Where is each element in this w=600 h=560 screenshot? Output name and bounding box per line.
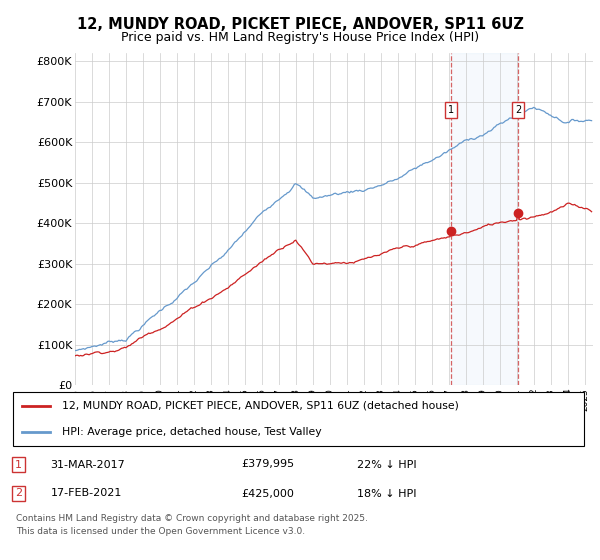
Text: 17-FEB-2021: 17-FEB-2021 (50, 488, 122, 498)
Text: 2: 2 (515, 105, 521, 115)
Text: HPI: Average price, detached house, Test Valley: HPI: Average price, detached house, Test… (62, 427, 322, 437)
Text: 1: 1 (448, 105, 455, 115)
Text: 31-MAR-2017: 31-MAR-2017 (50, 460, 125, 469)
Text: 2: 2 (15, 488, 22, 498)
Text: 1: 1 (15, 460, 22, 469)
Text: 12, MUNDY ROAD, PICKET PIECE, ANDOVER, SP11 6UZ: 12, MUNDY ROAD, PICKET PIECE, ANDOVER, S… (77, 17, 523, 32)
Text: Price paid vs. HM Land Registry's House Price Index (HPI): Price paid vs. HM Land Registry's House … (121, 31, 479, 44)
FancyBboxPatch shape (13, 393, 584, 446)
Text: 22% ↓ HPI: 22% ↓ HPI (357, 460, 416, 469)
Text: £425,000: £425,000 (241, 488, 294, 498)
Text: Contains HM Land Registry data © Crown copyright and database right 2025.
This d: Contains HM Land Registry data © Crown c… (16, 514, 368, 535)
Bar (451, 53, 518, 385)
Text: 18% ↓ HPI: 18% ↓ HPI (357, 488, 416, 498)
Text: £379,995: £379,995 (241, 460, 295, 469)
Text: 12, MUNDY ROAD, PICKET PIECE, ANDOVER, SP11 6UZ (detached house): 12, MUNDY ROAD, PICKET PIECE, ANDOVER, S… (62, 400, 459, 410)
